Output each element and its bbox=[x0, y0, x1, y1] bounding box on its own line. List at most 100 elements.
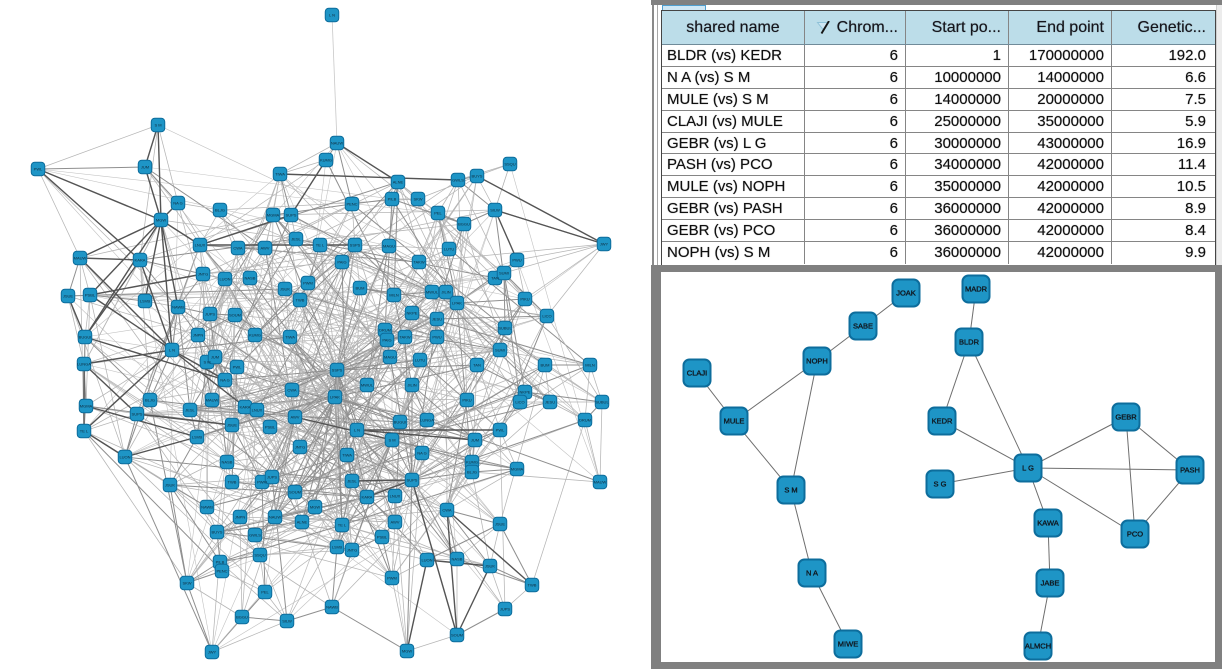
svg-text:SSQU: SSQU bbox=[254, 553, 265, 558]
svg-text:TE L: TE L bbox=[316, 243, 325, 248]
svg-text:JSUK: JSUK bbox=[280, 287, 291, 292]
svg-text:MGMA: MGMA bbox=[80, 404, 93, 409]
svg-text:PILB: PILB bbox=[388, 197, 397, 202]
svg-text:JESU: JESU bbox=[432, 317, 442, 322]
svg-text:JUM: JUM bbox=[471, 438, 479, 443]
svg-text:JILIN: JILIN bbox=[441, 290, 450, 295]
svg-text:LUNGA: LUNGA bbox=[77, 362, 91, 367]
svg-text:MAUW: MAUW bbox=[206, 398, 219, 403]
svg-text:CWA: CWA bbox=[287, 388, 297, 393]
svg-text:PWL: PWL bbox=[34, 167, 43, 172]
svg-text:SKW: SKW bbox=[413, 197, 422, 202]
svg-text:NAWB: NAWB bbox=[201, 505, 213, 510]
svg-text:TIWA: TIWA bbox=[342, 453, 352, 458]
svg-text:SSPS: SSPS bbox=[332, 368, 343, 373]
svg-text:JNPN: JNPN bbox=[193, 333, 204, 338]
svg-text:JWY: JWY bbox=[600, 242, 609, 247]
svg-text:LNUX: LNUX bbox=[252, 408, 263, 413]
svg-text:SUBUL: SUBUL bbox=[498, 326, 512, 331]
svg-text:N A: N A bbox=[806, 569, 818, 578]
svg-text:PEL: PEL bbox=[261, 590, 269, 595]
svg-text:LUTU: LUTU bbox=[444, 247, 455, 252]
svg-text:BUM: BUM bbox=[541, 363, 550, 368]
svg-text:JESL: JESL bbox=[291, 237, 301, 242]
svg-text:SUBUL: SUBUL bbox=[595, 400, 609, 405]
svg-text:MGMA: MGMA bbox=[511, 467, 524, 472]
svg-text:JUM: JUM bbox=[141, 165, 149, 170]
svg-text:NAUW: NAUW bbox=[331, 141, 343, 146]
svg-text:S G: S G bbox=[934, 480, 947, 489]
svg-text:BUGUI: BUGUI bbox=[394, 420, 407, 425]
svg-text:SOUM: SOUM bbox=[451, 633, 463, 638]
svg-text:MILN: MILN bbox=[389, 293, 399, 298]
svg-text:NASB: NASB bbox=[452, 557, 463, 562]
svg-text:TAN: TAN bbox=[473, 363, 481, 368]
svg-text:MGW: MGW bbox=[402, 649, 412, 654]
svg-text:JUPS: JUPS bbox=[500, 607, 511, 612]
svg-text:MIWE: MIWE bbox=[838, 640, 858, 649]
svg-text:GEBR: GEBR bbox=[1115, 413, 1137, 422]
svg-text:PEL: PEL bbox=[434, 211, 442, 216]
svg-text:KEDR: KEDR bbox=[932, 417, 953, 426]
svg-text:JUPS: JUPS bbox=[267, 475, 278, 480]
svg-text:SUPS: SUPS bbox=[286, 213, 297, 218]
svg-text:L N: L N bbox=[169, 348, 175, 353]
svg-text:NA G: NA G bbox=[417, 451, 427, 456]
svg-text:LSVB: LSVB bbox=[192, 435, 203, 440]
svg-text:MAUW: MAUW bbox=[594, 480, 607, 485]
svg-text:SSPS: SSPS bbox=[350, 243, 361, 248]
svg-text:MADR: MADR bbox=[965, 285, 988, 294]
svg-text:JILIN: JILIN bbox=[407, 383, 416, 388]
svg-text:L N: L N bbox=[354, 428, 360, 433]
svg-text:PWM: PWM bbox=[387, 576, 397, 581]
svg-text:NA G: NA G bbox=[220, 378, 230, 383]
svg-text:NASB: NASB bbox=[222, 460, 233, 465]
svg-text:MGW: MGW bbox=[310, 505, 320, 510]
svg-text:LPAK: LPAK bbox=[330, 395, 340, 400]
svg-text:JNTG: JNTG bbox=[347, 548, 357, 553]
svg-text:NOPH: NOPH bbox=[806, 357, 828, 366]
svg-text:MULE: MULE bbox=[724, 417, 745, 426]
svg-text:SOUM: SOUM bbox=[289, 490, 301, 495]
svg-text:PSBL: PSBL bbox=[265, 425, 276, 430]
svg-text:KUMG: KUMG bbox=[466, 460, 478, 465]
svg-text:BGGU: BGGU bbox=[236, 615, 248, 620]
svg-text:KUMG: KUMG bbox=[320, 158, 332, 163]
svg-text:BLJG: BLJG bbox=[145, 398, 155, 403]
svg-text:LSVB: LSVB bbox=[332, 545, 343, 550]
svg-text:PSBL: PSBL bbox=[377, 535, 388, 540]
svg-text:SOUM: SOUM bbox=[229, 313, 241, 318]
svg-text:TAKW: TAKW bbox=[413, 260, 424, 265]
svg-text:MAUW: MAUW bbox=[74, 256, 87, 261]
svg-text:PAIG: PAIG bbox=[382, 338, 391, 343]
svg-text:DRUM: DRUM bbox=[379, 328, 391, 333]
svg-text:JWY: JWY bbox=[208, 650, 217, 655]
svg-text:MWUL: MWUL bbox=[361, 383, 374, 388]
svg-text:TWB: TWB bbox=[528, 583, 537, 588]
svg-text:LICO: LICO bbox=[515, 400, 524, 405]
svg-text:TWB: TWB bbox=[228, 480, 237, 485]
svg-text:SUMI: SUMI bbox=[499, 271, 509, 276]
svg-text:JSUE: JSUE bbox=[227, 423, 238, 428]
svg-text:JSUE: JSUE bbox=[63, 294, 74, 299]
svg-text:LNUX: LNUX bbox=[195, 243, 206, 248]
svg-text:NAWB: NAWB bbox=[172, 305, 184, 310]
svg-text:SILW: SILW bbox=[282, 619, 292, 624]
svg-text:JNTG: JNTG bbox=[198, 272, 208, 277]
svg-text:BLDR: BLDR bbox=[959, 338, 980, 347]
svg-text:TWB: TWB bbox=[296, 298, 305, 303]
svg-text:JSUE: JSUE bbox=[495, 522, 506, 527]
svg-text:PAIG: PAIG bbox=[337, 260, 346, 265]
svg-text:PCO: PCO bbox=[1127, 530, 1143, 539]
svg-text:NAWB: NAWB bbox=[326, 605, 338, 610]
svg-text:PASH: PASH bbox=[1180, 466, 1200, 475]
svg-text:NKPE: NKPE bbox=[407, 311, 418, 316]
svg-text:JSUK: JSUK bbox=[165, 483, 176, 488]
svg-text:LUON: LUON bbox=[421, 558, 432, 563]
svg-text:PWU: PWU bbox=[512, 258, 521, 263]
svg-text:TIWA: TIWA bbox=[285, 335, 295, 340]
svg-text:LPAK: LPAK bbox=[452, 301, 462, 306]
svg-text:LICO: LICO bbox=[542, 314, 551, 319]
svg-text:JUM: JUM bbox=[211, 355, 219, 360]
svg-text:JOAK: JOAK bbox=[896, 289, 916, 298]
